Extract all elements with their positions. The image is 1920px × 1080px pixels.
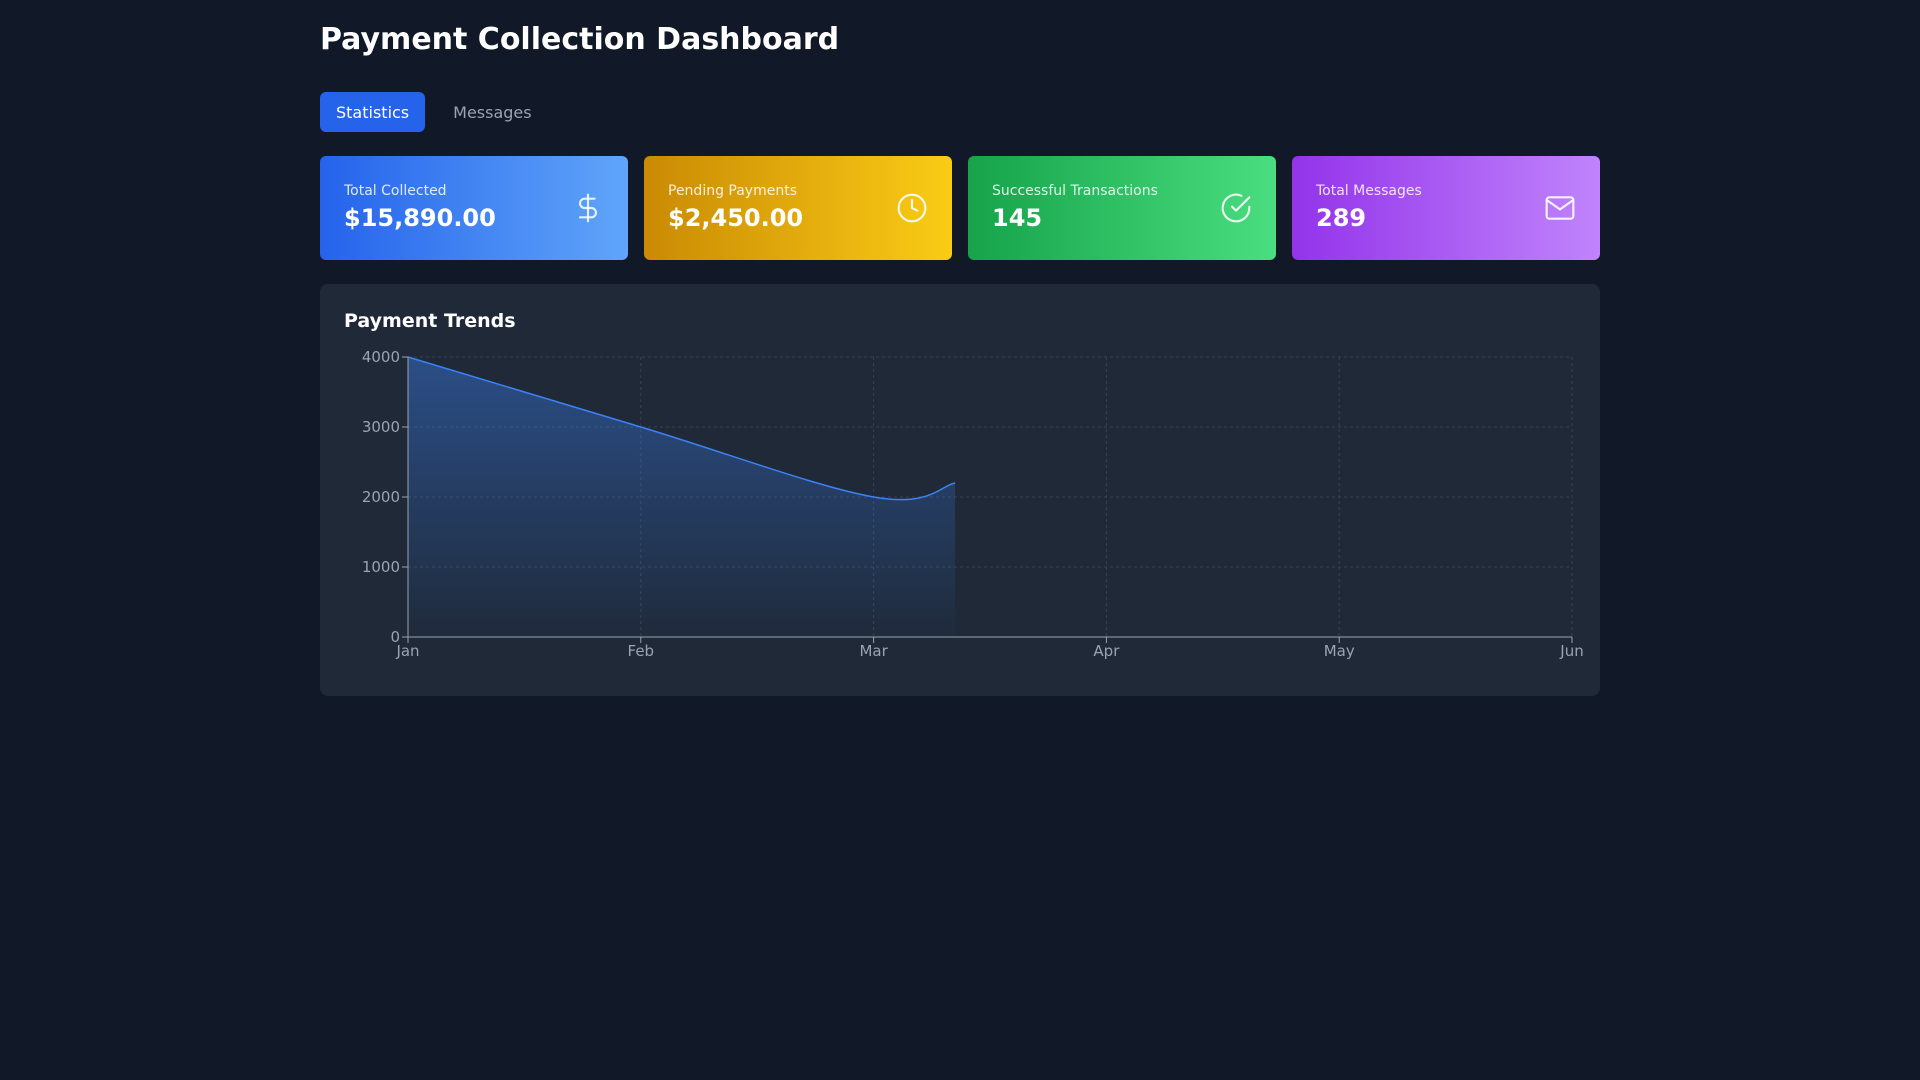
y-tick-label: 2000 (362, 488, 400, 506)
tab-bar: Statistics Messages (320, 92, 548, 132)
card-pending-payments: Pending Payments $2,450.00 (644, 156, 952, 260)
y-tick-label: 4000 (362, 348, 400, 366)
x-tick-label: Jan (395, 642, 419, 660)
card-label: Pending Payments (668, 183, 798, 199)
x-tick-label: Mar (859, 642, 888, 660)
y-tick-label: 0 (390, 628, 400, 646)
payment-trends-chart: 0 1000 2000 3000 4000 Jan Feb Mar Apr May Jun (362, 348, 1584, 660)
chart-axes: 0 1000 2000 3000 4000 Jan Feb Mar Apr May Jun (362, 348, 1584, 660)
y-tick-label: 3000 (362, 418, 400, 436)
payment-trends-panel: Payment Trends 0 1000 2000 3000 4000 Jan Feb Ma… (320, 284, 1600, 696)
card-total-messages: Total Messages 289 (1292, 156, 1600, 260)
stat-cards: Total Collected $15,890.00 Pending Payme… (320, 156, 1600, 260)
x-tick-label: Feb (628, 642, 655, 660)
chart-area-layer (407, 356, 956, 637)
card-label: Total Collected (344, 183, 447, 199)
tab-messages[interactable]: Messages (437, 92, 547, 132)
mail-icon (1545, 196, 1575, 220)
tab-statistics[interactable]: Statistics (320, 92, 426, 132)
x-tick-label: Jun (1559, 642, 1583, 660)
card-value: $15,890.00 (344, 204, 496, 232)
check-circle-icon (1221, 193, 1251, 223)
x-tick-label: Apr (1093, 642, 1120, 660)
payment-area-fill (408, 357, 956, 637)
card-successful-transactions: Successful Transactions 145 (968, 156, 1276, 260)
payment-trend-line (407, 356, 956, 501)
chart-title: Payment Trends (344, 310, 516, 332)
card-value: 289 (1316, 204, 1367, 232)
dollar-icon (578, 193, 597, 223)
x-tick-label: May (1324, 642, 1355, 660)
page-title: Payment Collection Dashboard (320, 22, 840, 57)
clock-icon (897, 193, 927, 223)
card-total-collected: Total Collected $15,890.00 (320, 156, 628, 260)
card-label: Successful Transactions (992, 183, 1158, 199)
card-value: 145 (992, 204, 1043, 232)
y-tick-label: 1000 (362, 558, 400, 576)
card-label: Total Messages (1316, 183, 1422, 199)
card-value: $2,450.00 (668, 204, 804, 232)
